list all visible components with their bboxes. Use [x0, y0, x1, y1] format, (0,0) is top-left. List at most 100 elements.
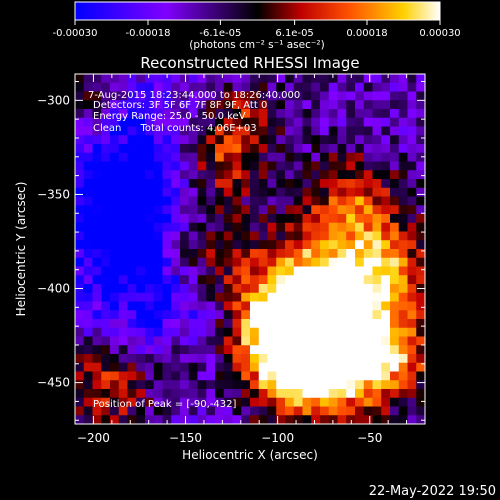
heatmap-cell: [241, 240, 251, 250]
heatmap-cell: [215, 91, 225, 101]
heatmap-cell: [206, 415, 216, 424]
heatmap-cell: [390, 196, 400, 206]
heatmap-cell: [127, 284, 137, 294]
heatmap-cell: [337, 161, 347, 171]
heatmap-cell: [110, 319, 120, 329]
heatmap-cell: [188, 415, 198, 424]
heatmap-cell: [215, 179, 225, 189]
heatmap-cell: [110, 266, 120, 276]
heatmap-cell: [311, 266, 321, 276]
heatmap-cell: [110, 371, 120, 381]
heatmap-cell: [180, 161, 190, 171]
heatmap-cell: [328, 222, 338, 232]
heatmap-cell: [75, 222, 85, 232]
heatmap-cell: [215, 205, 225, 215]
heatmap-cell: [276, 109, 286, 119]
heatmap-cell: [363, 231, 373, 241]
heatmap-cell: [215, 415, 225, 424]
heatmap-cell: [293, 389, 303, 399]
heatmap-cell: [145, 100, 155, 110]
heatmap-cell: [75, 82, 85, 92]
heatmap-cell: [171, 179, 181, 189]
heatmap-cell: [293, 179, 303, 189]
heatmap-cell: [250, 327, 260, 337]
heatmap-cell: [372, 371, 382, 381]
heatmap-cell: [197, 249, 207, 259]
heatmap-cell: [110, 100, 120, 110]
heatmap-cell: [381, 231, 391, 241]
heatmap-cell: [337, 74, 347, 84]
heatmap-cell: [372, 389, 382, 399]
heatmap-cell: [241, 91, 251, 101]
heatmap-cell: [267, 371, 277, 381]
heatmap-cell: [188, 257, 198, 267]
heatmap-cell: [206, 249, 216, 259]
heatmap-cell: [206, 91, 216, 101]
heatmap-cell: [118, 301, 128, 311]
heatmap-cell: [75, 240, 85, 250]
heatmap-cell: [83, 257, 93, 267]
heatmap-cell: [285, 406, 295, 416]
heatmap-cell: [311, 380, 321, 390]
heatmap-cell: [398, 82, 408, 92]
heatmap-cell: [311, 231, 321, 241]
heatmap-cell: [171, 397, 181, 407]
heatmap-cell: [302, 135, 312, 145]
heatmap-cell: [206, 389, 216, 399]
heatmap-cell: [75, 406, 85, 416]
heatmap-cell: [145, 301, 155, 311]
heatmap-cell: [346, 187, 356, 197]
heatmap-cell: [223, 292, 233, 302]
heatmap-cell: [83, 100, 93, 110]
heatmap-cell: [258, 109, 268, 119]
heatmap-cell: [136, 126, 146, 136]
heatmap-cell: [328, 126, 338, 136]
heatmap-cell: [416, 345, 425, 355]
heatmap-cell: [328, 91, 338, 101]
heatmap-cell: [416, 135, 425, 145]
heatmap-cell: [127, 117, 137, 127]
heatmap-cell: [328, 292, 338, 302]
heatmap-cell: [153, 144, 163, 154]
heatmap-cell: [171, 187, 181, 197]
heatmap-cell: [162, 144, 172, 154]
heatmap-cell: [346, 345, 356, 355]
heatmap-cell: [180, 196, 190, 206]
heatmap-cell: [258, 179, 268, 189]
heatmap-cell: [162, 310, 172, 320]
heatmap-cell: [241, 284, 251, 294]
heatmap-cell: [162, 231, 172, 241]
heatmap-cell: [241, 144, 251, 154]
heatmap-cell: [346, 406, 356, 416]
heatmap-cell: [276, 117, 286, 127]
heatmap-cell: [276, 205, 286, 215]
heatmap-cell: [398, 91, 408, 101]
heatmap-cell: [83, 109, 93, 119]
heatmap-cell: [267, 257, 277, 267]
heatmap-cell: [346, 205, 356, 215]
heatmap-cell: [372, 240, 382, 250]
heatmap-cell: [153, 397, 163, 407]
heatmap-cell: [258, 222, 268, 232]
heatmap-cell: [407, 389, 417, 399]
heatmap-cell: [258, 397, 268, 407]
heatmap-cell: [372, 74, 382, 84]
heatmap-cell: [101, 240, 111, 250]
heatmap-cell: [390, 222, 400, 232]
heatmap-cell: [320, 362, 330, 372]
heatmap-cell: [241, 327, 251, 337]
heatmap-cell: [241, 222, 251, 232]
heatmap-cell: [232, 231, 242, 241]
heatmap-cell: [293, 240, 303, 250]
heatmap-cell: [337, 196, 347, 206]
heatmap-cell: [285, 389, 295, 399]
colorbar-frame: [74, 1, 441, 21]
heatmap-cell: [346, 301, 356, 311]
heatmap-cell: [153, 406, 163, 416]
heatmap-cell: [232, 126, 242, 136]
heatmap-cell: [398, 257, 408, 267]
heatmap-cell: [346, 144, 356, 154]
heatmap-cell: [101, 336, 111, 346]
heatmap-cell: [188, 222, 198, 232]
heatmap-cell: [355, 266, 365, 276]
